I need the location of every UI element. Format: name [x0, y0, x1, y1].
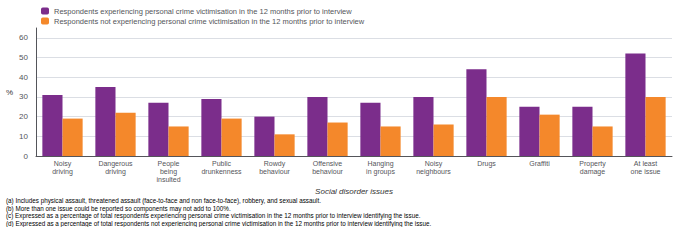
svg-text:0: 0	[24, 152, 29, 161]
svg-text:Drugs: Drugs	[477, 160, 496, 168]
svg-text:driving: driving	[105, 168, 126, 176]
svg-text:10: 10	[19, 132, 28, 141]
svg-text:People: People	[158, 160, 180, 168]
svg-text:in groups: in groups	[366, 168, 395, 176]
svg-text:behaviour: behaviour	[259, 168, 290, 175]
svg-text:Respondents experiencing perso: Respondents experiencing personal crime …	[54, 7, 352, 16]
svg-text:At least: At least	[634, 160, 657, 167]
svg-text:insulted: insulted	[156, 176, 180, 183]
svg-text:(a) Includes physical assault,: (a) Includes physical assault, threatene…	[6, 197, 321, 204]
svg-text:Rowdy: Rowdy	[264, 160, 286, 168]
svg-text:(d) Expressed as a percentage: (d) Expressed as a percentage of total r…	[6, 220, 432, 227]
svg-text:(b) More than one issue could: (b) More than one issue could be reporte…	[6, 204, 231, 212]
svg-text:Noisy: Noisy	[425, 160, 443, 168]
svg-text:neighbours: neighbours	[416, 168, 451, 176]
svg-text:Offensive: Offensive	[313, 160, 343, 167]
svg-text:(c) Expressed as a percentage: (c) Expressed as a percentage of total r…	[6, 212, 421, 219]
svg-text:%: %	[6, 88, 13, 97]
svg-text:60: 60	[19, 33, 28, 42]
svg-text:Respondents not experiencing p: Respondents not experiencing personal cr…	[54, 17, 365, 26]
svg-text:50: 50	[19, 53, 28, 62]
svg-text:Social disorder issues: Social disorder issues	[315, 187, 393, 196]
svg-text:drunkenness: drunkenness	[201, 168, 242, 175]
svg-text:Noisy: Noisy	[54, 160, 72, 168]
svg-text:behaviour: behaviour	[312, 168, 343, 175]
svg-text:Property: Property	[579, 160, 606, 168]
svg-text:damage: damage	[580, 168, 605, 176]
svg-text:Dangerous: Dangerous	[98, 160, 133, 168]
svg-text:being: being	[160, 168, 177, 176]
svg-text:30: 30	[19, 92, 28, 101]
svg-text:Hanging: Hanging	[367, 160, 393, 168]
svg-text:Public: Public	[212, 160, 232, 167]
svg-text:one issue: one issue	[631, 168, 661, 175]
svg-text:Graffiti: Graffiti	[529, 160, 550, 167]
svg-text:40: 40	[19, 73, 28, 82]
svg-text:20: 20	[19, 112, 28, 121]
svg-text:driving: driving	[52, 168, 73, 176]
